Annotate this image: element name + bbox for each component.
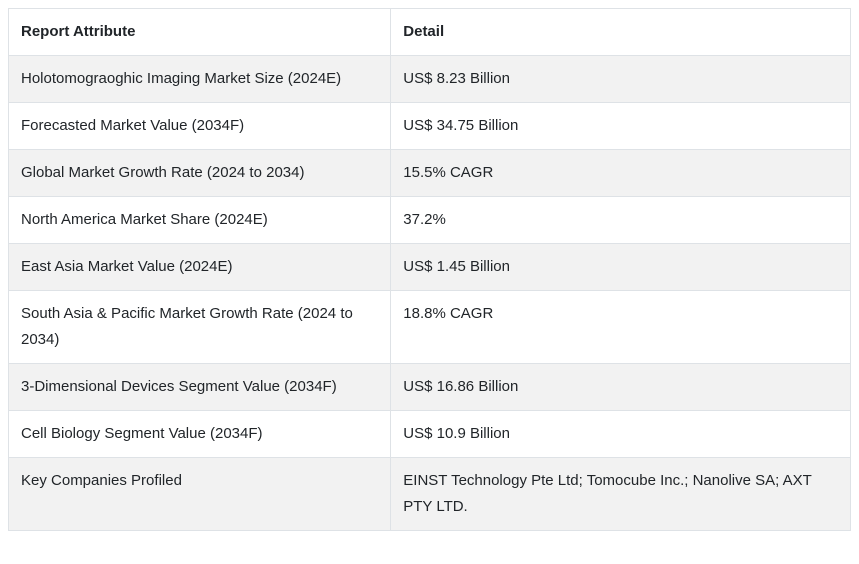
report-attribute-cell: East Asia Market Value (2024E) (7, 243, 392, 291)
table-row: Forecasted Market Value (2034F) US$ 34.7… (7, 102, 851, 150)
column-header-detail: Detail (390, 8, 851, 56)
report-attribute-cell: Global Market Growth Rate (2024 to 2034) (7, 149, 392, 197)
table-row: Holotomograoghic Imaging Market Size (20… (7, 55, 851, 103)
report-summary-table-container: Report Attribute Detail Holotomograoghic… (7, 8, 851, 531)
table-row: South Asia & Pacific Market Growth Rate … (7, 290, 851, 364)
detail-cell: US$ 10.9 Billion (390, 410, 851, 458)
table-header: Report Attribute Detail (7, 8, 851, 56)
header-row: Report Attribute Detail (7, 8, 851, 56)
table-row: Global Market Growth Rate (2024 to 2034)… (7, 149, 851, 197)
detail-cell: 15.5% CAGR (390, 149, 851, 197)
detail-cell: US$ 34.75 Billion (390, 102, 851, 150)
detail-cell: EINST Technology Pte Ltd; Tomocube Inc.;… (390, 457, 851, 531)
table-row: 3-Dimensional Devices Segment Value (203… (7, 363, 851, 411)
table-row: Cell Biology Segment Value (2034F) US$ 1… (7, 410, 851, 458)
column-header-report-attribute: Report Attribute (7, 8, 392, 56)
detail-cell: US$ 16.86 Billion (390, 363, 851, 411)
table-body: Holotomograoghic Imaging Market Size (20… (7, 55, 851, 531)
report-attribute-cell: 3-Dimensional Devices Segment Value (203… (7, 363, 392, 411)
report-attribute-cell: Forecasted Market Value (2034F) (7, 102, 392, 150)
report-attribute-cell: Key Companies Profiled (7, 457, 392, 531)
detail-cell: 37.2% (390, 196, 851, 244)
detail-cell: US$ 1.45 Billion (390, 243, 851, 291)
report-attribute-cell: South Asia & Pacific Market Growth Rate … (7, 290, 392, 364)
report-attribute-cell: Cell Biology Segment Value (2034F) (7, 410, 392, 458)
table-row: Key Companies Profiled EINST Technology … (7, 457, 851, 531)
report-summary-table: Report Attribute Detail Holotomograoghic… (7, 8, 851, 531)
table-row: East Asia Market Value (2024E) US$ 1.45 … (7, 243, 851, 291)
report-attribute-cell: Holotomograoghic Imaging Market Size (20… (7, 55, 392, 103)
detail-cell: US$ 8.23 Billion (390, 55, 851, 103)
table-row: North America Market Share (2024E) 37.2% (7, 196, 851, 244)
detail-cell: 18.8% CAGR (390, 290, 851, 364)
report-attribute-cell: North America Market Share (2024E) (7, 196, 392, 244)
